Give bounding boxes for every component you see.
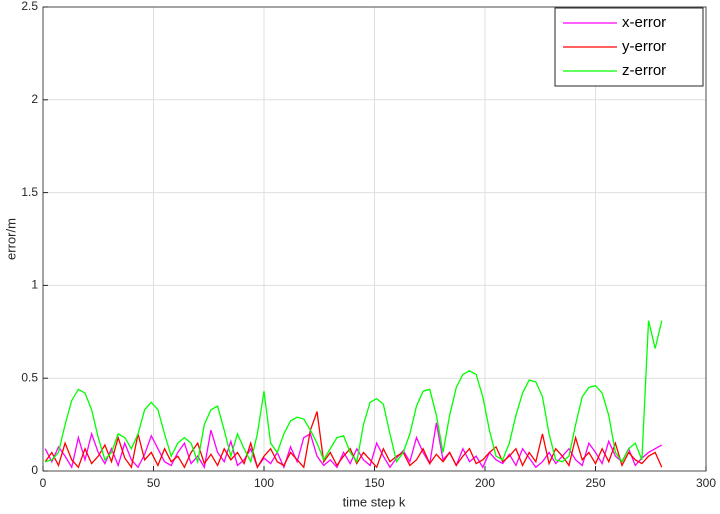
series-line <box>45 320 663 465</box>
axes-box <box>42 6 707 472</box>
y-tick-label: 0 <box>31 463 38 477</box>
y-tick-label: 2.5 <box>21 0 38 13</box>
x-tick-label: 200 <box>475 476 495 490</box>
y-tick-label: 1 <box>31 278 38 292</box>
x-tick-label: 100 <box>254 476 274 490</box>
x-tick-label: 150 <box>364 476 384 490</box>
x-tick-label: 50 <box>147 476 161 490</box>
x-axis-label: time step k <box>343 494 406 509</box>
y-tick-label: 1.5 <box>21 185 38 199</box>
legend-label: x-error <box>622 14 666 31</box>
x-tick-label: 250 <box>585 476 605 490</box>
y-axis-label: error/m <box>3 218 18 260</box>
legend: x-error y-error z-error <box>554 7 704 87</box>
y-tick-label: 0.5 <box>21 370 38 384</box>
x-tick-label: 300 <box>696 476 716 490</box>
y-tick-label: 2 <box>31 92 38 106</box>
legend-label: z-error <box>622 62 666 79</box>
legend-label: y-error <box>622 38 666 55</box>
x-tick-label: 0 <box>40 476 47 490</box>
